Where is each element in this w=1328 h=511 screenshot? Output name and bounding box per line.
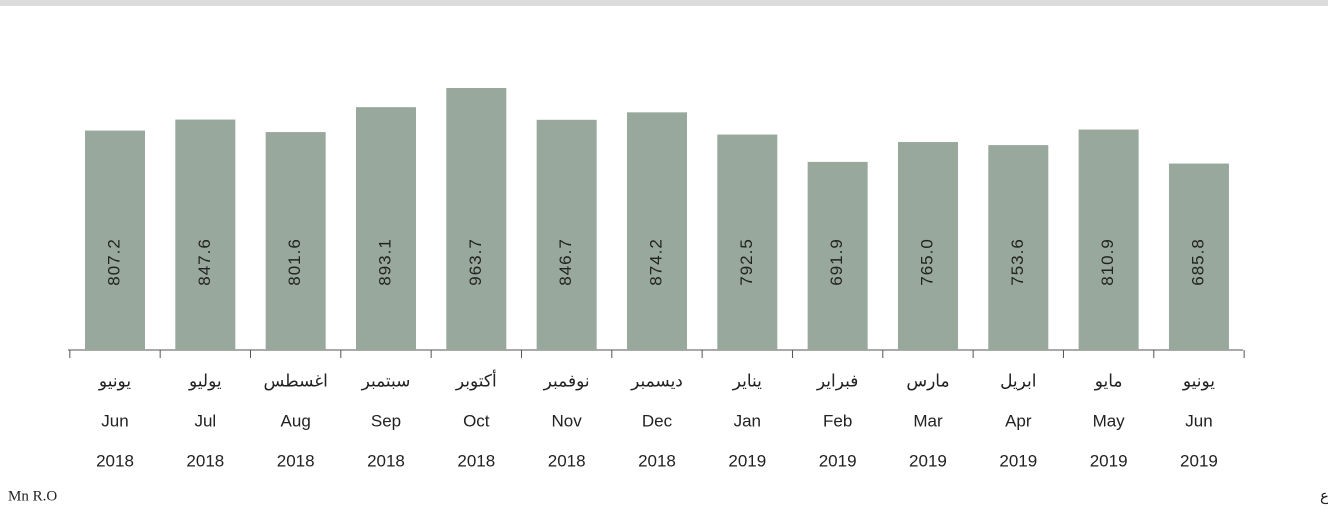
bar xyxy=(536,119,597,350)
value-label: 893.1 xyxy=(375,238,394,286)
x-label: Apr xyxy=(1005,411,1032,430)
x-label-year: 2018 xyxy=(367,451,405,470)
bar xyxy=(175,119,236,351)
x-label: Nov xyxy=(552,411,583,430)
x-label: Jun xyxy=(101,411,128,430)
x-label-year: 2019 xyxy=(909,451,947,470)
x-label: Jun xyxy=(1185,411,1212,430)
value-label: 963.7 xyxy=(466,238,485,286)
bar xyxy=(1078,129,1139,350)
bar xyxy=(807,161,868,350)
x-label-ar: يناير xyxy=(732,371,762,390)
value-label: 846.7 xyxy=(556,238,575,286)
value-label: 807.2 xyxy=(104,238,123,286)
value-label: 753.6 xyxy=(1008,238,1027,286)
bar xyxy=(355,107,416,350)
x-label-year: 2018 xyxy=(638,451,676,470)
x-label-year: 2018 xyxy=(96,451,134,470)
value-label: 691.9 xyxy=(827,238,846,286)
value-label: 801.6 xyxy=(285,238,304,286)
bar xyxy=(717,134,778,350)
x-label-ar: مارس xyxy=(906,371,949,390)
x-label-ar: اغسطس xyxy=(263,371,327,390)
value-label: 874.2 xyxy=(646,238,665,286)
bar xyxy=(988,145,1049,350)
x-label-ar: يوليو xyxy=(188,371,222,390)
x-label: Jul xyxy=(194,411,216,430)
x-label-ar: مايو xyxy=(1094,371,1123,390)
unit-ar: مليون ر.ع xyxy=(1320,488,1328,504)
x-label-year: 2018 xyxy=(457,451,495,470)
x-label-year: 2018 xyxy=(186,451,224,470)
x-label-year: 2019 xyxy=(728,451,766,470)
x-label: Feb xyxy=(823,411,852,430)
x-label-year: 2018 xyxy=(548,451,586,470)
x-label: May xyxy=(1093,411,1126,430)
x-label: Jan xyxy=(734,411,761,430)
x-label-year: 2019 xyxy=(999,451,1037,470)
x-label-ar: سبتمبر xyxy=(361,371,411,390)
x-label-year: 2019 xyxy=(1180,451,1218,470)
bar xyxy=(1168,163,1229,350)
x-label-ar: يونيو xyxy=(1182,371,1215,390)
bar xyxy=(85,130,145,350)
x-label-ar: فبراير xyxy=(816,371,858,390)
top-band xyxy=(0,0,1328,6)
x-label: Aug xyxy=(281,411,311,430)
x-label-ar: ابريل xyxy=(1000,371,1036,390)
x-label-ar: يونيو xyxy=(98,371,131,390)
x-label: Oct xyxy=(463,411,490,430)
value-label: 810.9 xyxy=(1098,238,1117,286)
bar xyxy=(626,112,687,350)
x-label-ar: نوفمبر xyxy=(543,371,590,390)
value-label: 792.5 xyxy=(737,238,756,286)
x-label-year: 2019 xyxy=(1090,451,1128,470)
x-label: Mar xyxy=(913,411,943,430)
value-label: 847.6 xyxy=(195,238,214,286)
x-label: Dec xyxy=(642,411,673,430)
unit-en: Mn R.O xyxy=(8,488,57,504)
x-label-ar: أكتوبر xyxy=(455,369,497,390)
bar xyxy=(897,142,958,350)
x-label-ar: ديسمبر xyxy=(630,371,683,390)
x-label-year: 2019 xyxy=(819,451,857,470)
value-label: 765.0 xyxy=(917,238,936,286)
bar xyxy=(265,132,326,350)
x-label-year: 2018 xyxy=(277,451,315,470)
bar xyxy=(446,88,507,350)
x-label: Sep xyxy=(371,411,401,430)
value-label: 685.8 xyxy=(1188,238,1207,286)
